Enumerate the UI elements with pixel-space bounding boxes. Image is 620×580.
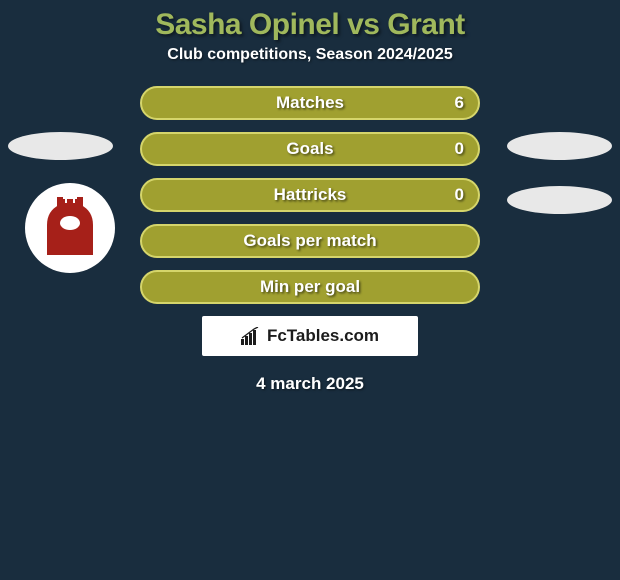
stat-value-right: 0	[455, 185, 464, 205]
stat-pill: Goals per match	[140, 224, 480, 258]
bars-icon	[241, 327, 261, 345]
stat-row: Goals per match	[140, 224, 480, 258]
tower-icon	[39, 197, 101, 260]
stat-row: Min per goal	[140, 270, 480, 304]
team-avatar	[25, 183, 115, 273]
stat-label: Goals	[286, 139, 333, 159]
player-slot-oval	[8, 132, 113, 160]
watermark: FcTables.com	[202, 316, 418, 356]
stat-value-right: 6	[455, 93, 464, 113]
stat-pill: Matches 6	[140, 86, 480, 120]
stat-value-right: 0	[455, 139, 464, 159]
stat-pill: Min per goal	[140, 270, 480, 304]
stat-label: Goals per match	[243, 231, 376, 251]
stat-row: Goals 0	[140, 132, 480, 166]
stat-label: Matches	[276, 93, 344, 113]
stat-label: Min per goal	[260, 277, 360, 297]
stat-pill: Hattricks 0	[140, 178, 480, 212]
stat-row: Hattricks 0	[140, 178, 480, 212]
stat-pill: Goals 0	[140, 132, 480, 166]
subtitle: Club competitions, Season 2024/2025	[0, 46, 620, 64]
stat-row: Matches 6	[140, 86, 480, 120]
page-title: Sasha Opinel vs Grant	[0, 8, 620, 42]
date-label: 4 march 2025	[0, 374, 620, 394]
player-slot-oval	[507, 186, 612, 214]
stat-label: Hattricks	[274, 185, 347, 205]
player-slot-oval	[507, 132, 612, 160]
watermark-text: FcTables.com	[267, 326, 379, 346]
